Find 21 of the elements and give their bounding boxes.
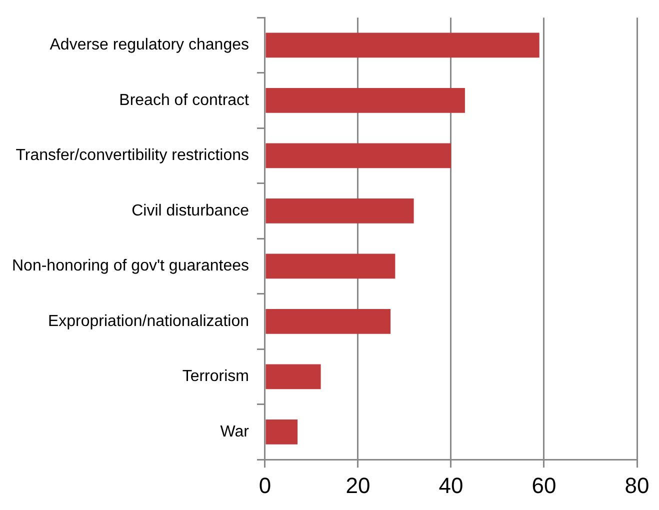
y-tick-label: Transfer/convertibility restrictions [16, 147, 249, 164]
bar [266, 32, 540, 58]
bar [266, 143, 451, 168]
x-tick-label: 40 [438, 472, 464, 498]
y-tick-label: Non-honoring of gov't guarantees [12, 258, 249, 275]
y-tick-label: Civil disturbance [132, 202, 250, 220]
y-tick-label: Terrorism [182, 368, 249, 386]
y-tick-label: Breach of contract [119, 92, 250, 109]
bar [266, 88, 465, 113]
x-tick-label: 0 [258, 472, 272, 498]
x-tick-label: 60 [532, 472, 556, 498]
y-tick-label: Adverse regulatory changes [50, 36, 249, 54]
y-tick-label: War [220, 423, 250, 440]
y-tick-label: Expropriation/nationalization [48, 312, 249, 330]
x-tick-label: 80 [624, 472, 650, 498]
bar [266, 254, 396, 279]
bar [266, 364, 321, 390]
x-tick-label: 20 [346, 472, 370, 498]
bar [266, 420, 298, 444]
bar [266, 309, 391, 334]
bar [266, 198, 414, 224]
